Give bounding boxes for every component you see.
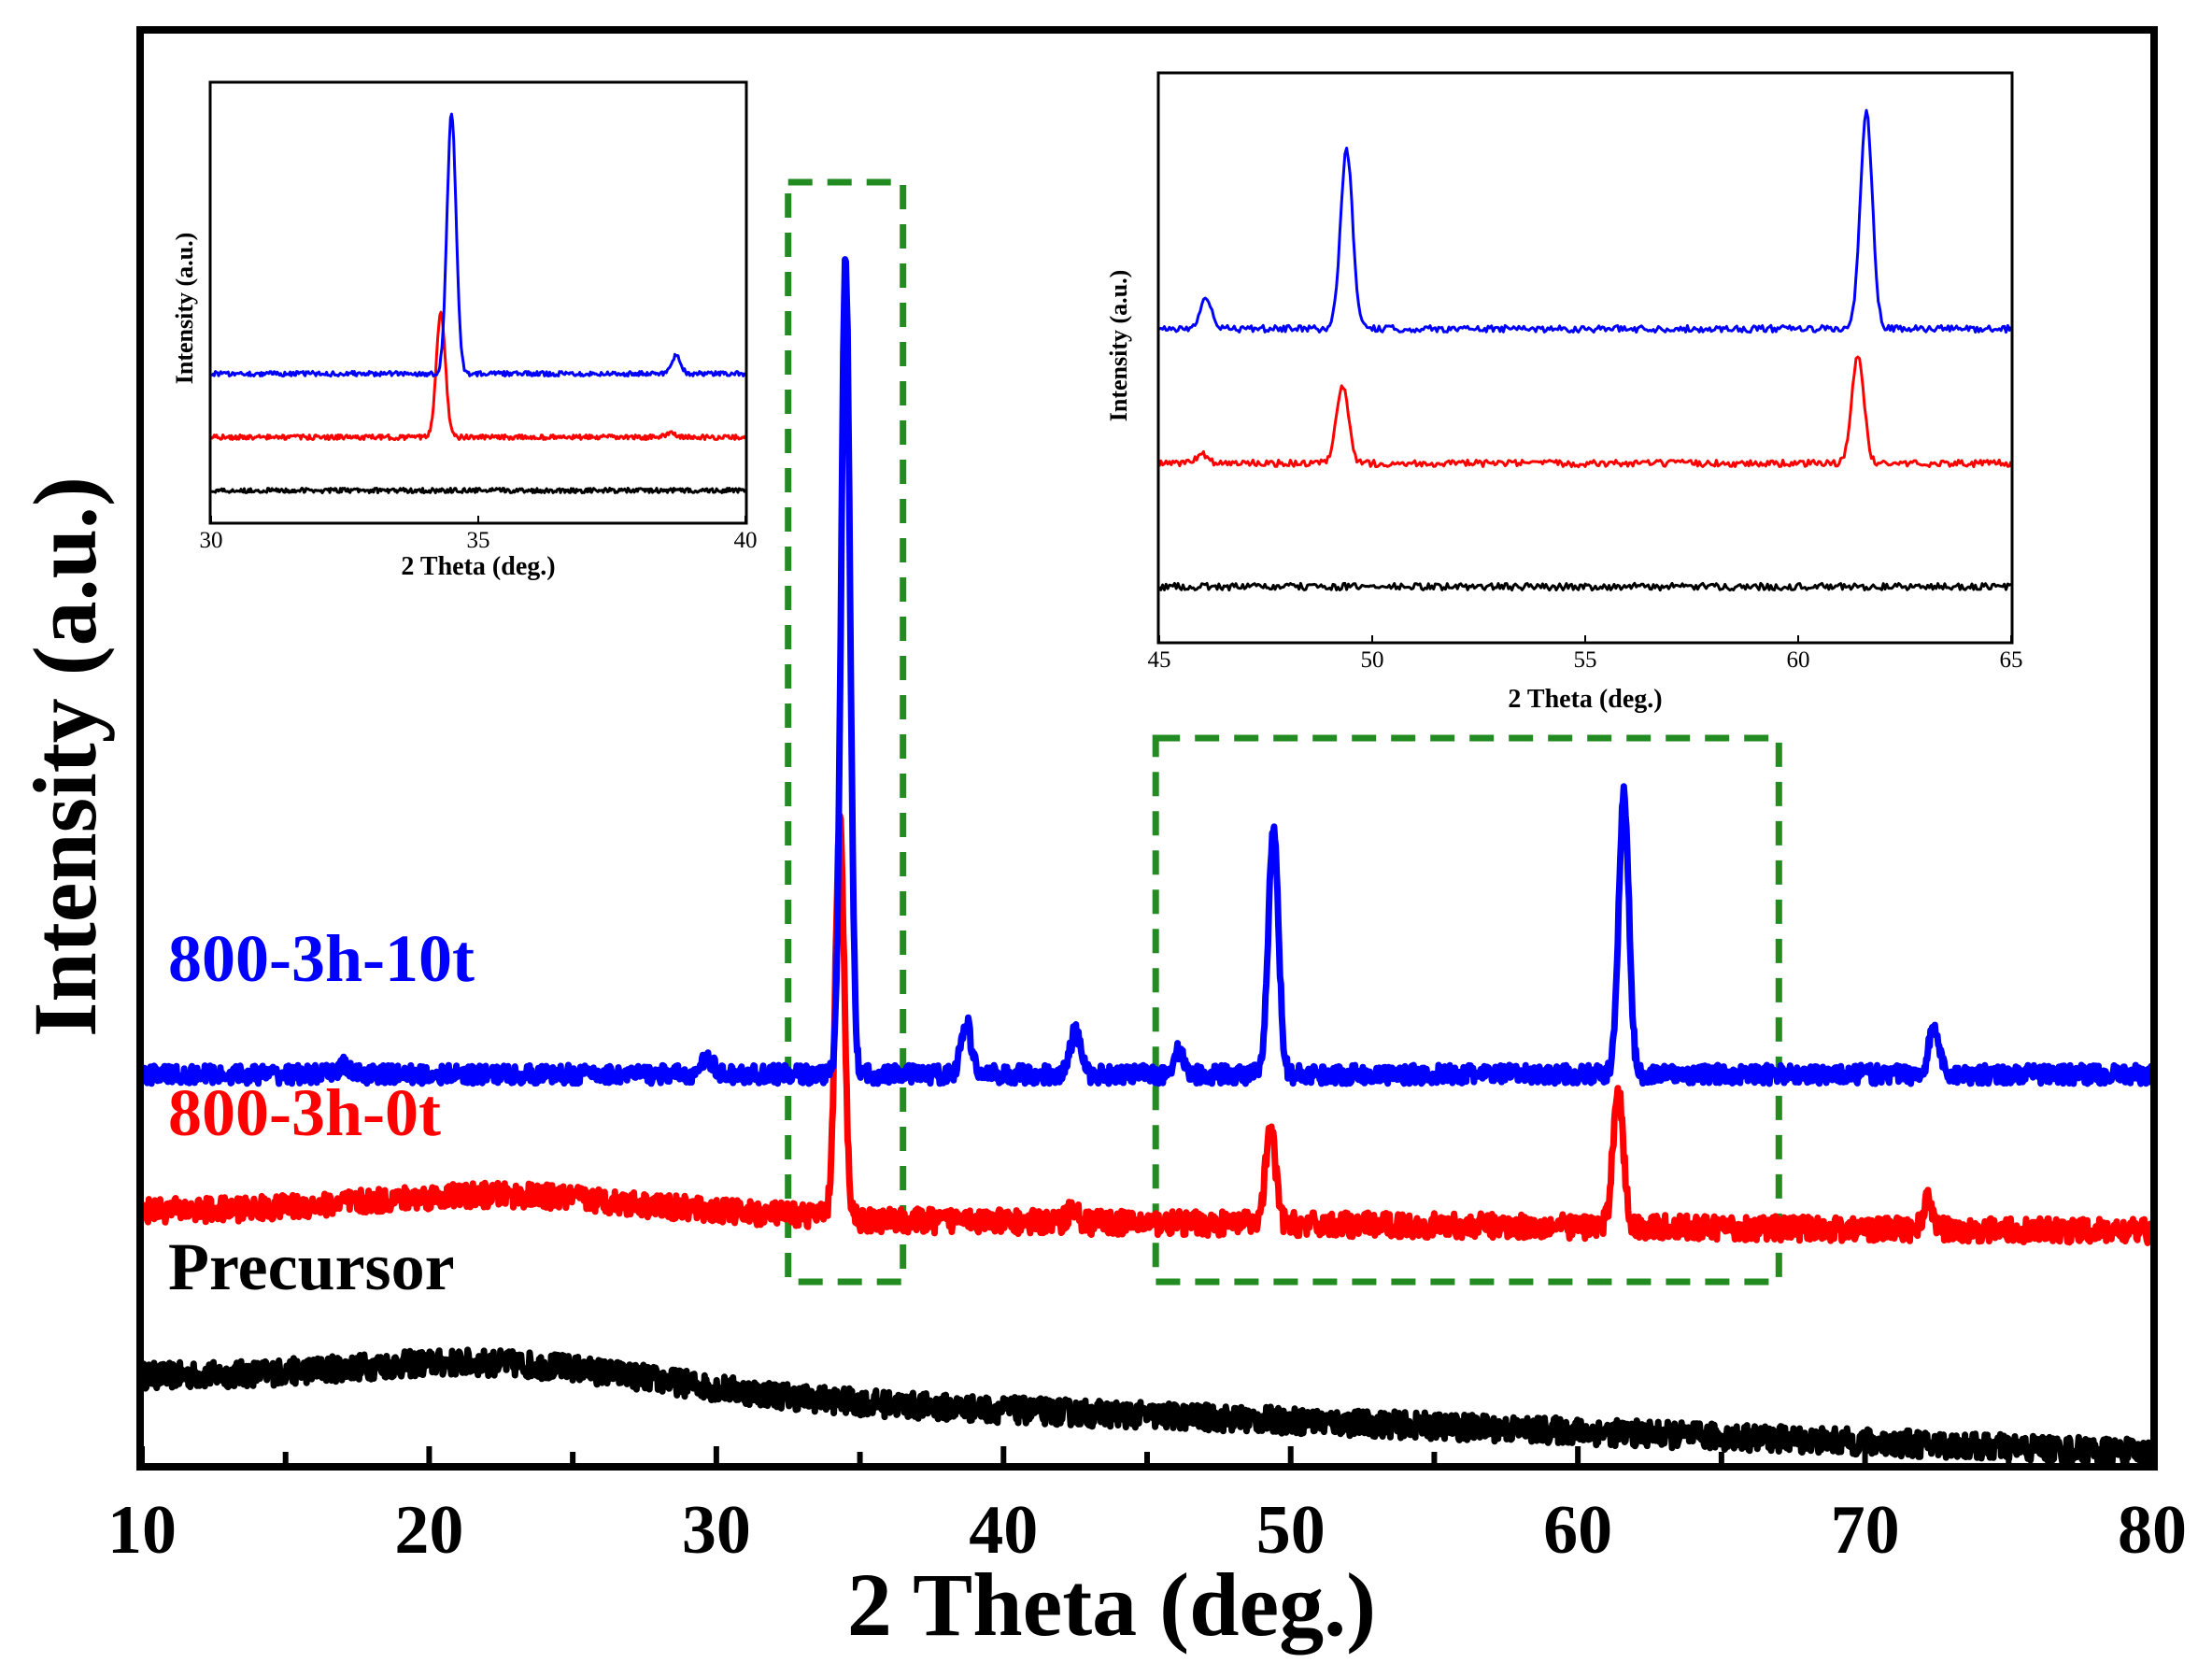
inset-left-y-axis-label: Intensity (a.u.) — [171, 233, 198, 385]
inset-left-panel: 30 35 40 2 Theta (deg.) Intensity (a.u.) — [171, 80, 758, 581]
inset-left-series-group — [209, 112, 747, 494]
inset-right-series-group — [1157, 108, 2013, 592]
inset-right-background — [1158, 73, 2012, 643]
inset-x-tick-label: 45 — [1148, 647, 1171, 673]
inset-x-tick-label: 35 — [467, 528, 490, 553]
main-x-tick-label: 50 — [1256, 1492, 1326, 1569]
highlight-box-1 — [785, 178, 907, 1286]
series-label-800-3h-0t: 800-3h-0t — [168, 1075, 441, 1150]
inset-left-x-axis-label: 2 Theta (deg.) — [401, 552, 555, 581]
inset-x-tick-label: 55 — [1574, 647, 1597, 673]
inset-left-background — [210, 82, 746, 523]
highlight-boxes — [785, 178, 1782, 1286]
inset-series-line-800-3h-0t — [209, 310, 747, 441]
inset-x-tick-label: 50 — [1361, 647, 1384, 673]
inset-series-line-800-3h-10t — [210, 112, 746, 377]
inset-right-y-axis-label: Intensity (a.u.) — [1105, 270, 1132, 422]
inset-series-line-800-3h-10t — [1158, 108, 2013, 334]
inset-right-x-axis-label: 2 Theta (deg.) — [1508, 685, 1662, 714]
series-line-800-3h-0t — [138, 812, 2155, 1246]
main-x-tick-label: 40 — [969, 1492, 1038, 1569]
main-x-tick-label: 70 — [1831, 1492, 1900, 1569]
inset-x-tick-label: 30 — [200, 528, 223, 553]
main-x-tick-label: 20 — [394, 1492, 463, 1569]
inset-x-tick-label: 40 — [734, 528, 758, 553]
inset-x-tick-label: 65 — [2000, 647, 2023, 673]
main-x-tick-label: 30 — [682, 1492, 751, 1569]
inset-right-x-ticks: 45 50 55 60 65 — [1148, 635, 2023, 673]
main-x-ticks: 10 20 30 40 50 60 70 80 — [107, 1446, 2187, 1569]
main-x-axis-label: 2 Theta (deg.) — [847, 1555, 1376, 1655]
main-x-tick-label: 80 — [2118, 1492, 2187, 1569]
inset-series-line-800-3h-0t — [1157, 355, 2013, 469]
highlight-box-2 — [1152, 734, 1782, 1286]
inset-x-tick-label: 60 — [1787, 647, 1810, 673]
main-x-tick-label: 10 — [107, 1492, 177, 1569]
main-x-tick-label: 60 — [1543, 1492, 1612, 1569]
series-label-800-3h-10t: 800-3h-10t — [168, 921, 475, 996]
inset-series-line-precursor — [210, 487, 747, 494]
inset-left-x-ticks: 30 35 40 — [200, 516, 758, 553]
series-line-800-3h-10t — [138, 256, 2156, 1087]
main-plot-frame — [136, 26, 2158, 1471]
main-y-axis-label: Intensity (a.u.) — [15, 476, 115, 1037]
series-label-precursor: Precursor — [168, 1229, 455, 1304]
series-line-precursor — [138, 1346, 2156, 1469]
inset-series-line-precursor — [1157, 581, 2012, 592]
main-series-group — [138, 256, 2156, 1469]
inset-right-panel: 45 50 55 60 65 2 Theta (deg.) Intensity (a.u… — [1105, 71, 2023, 714]
